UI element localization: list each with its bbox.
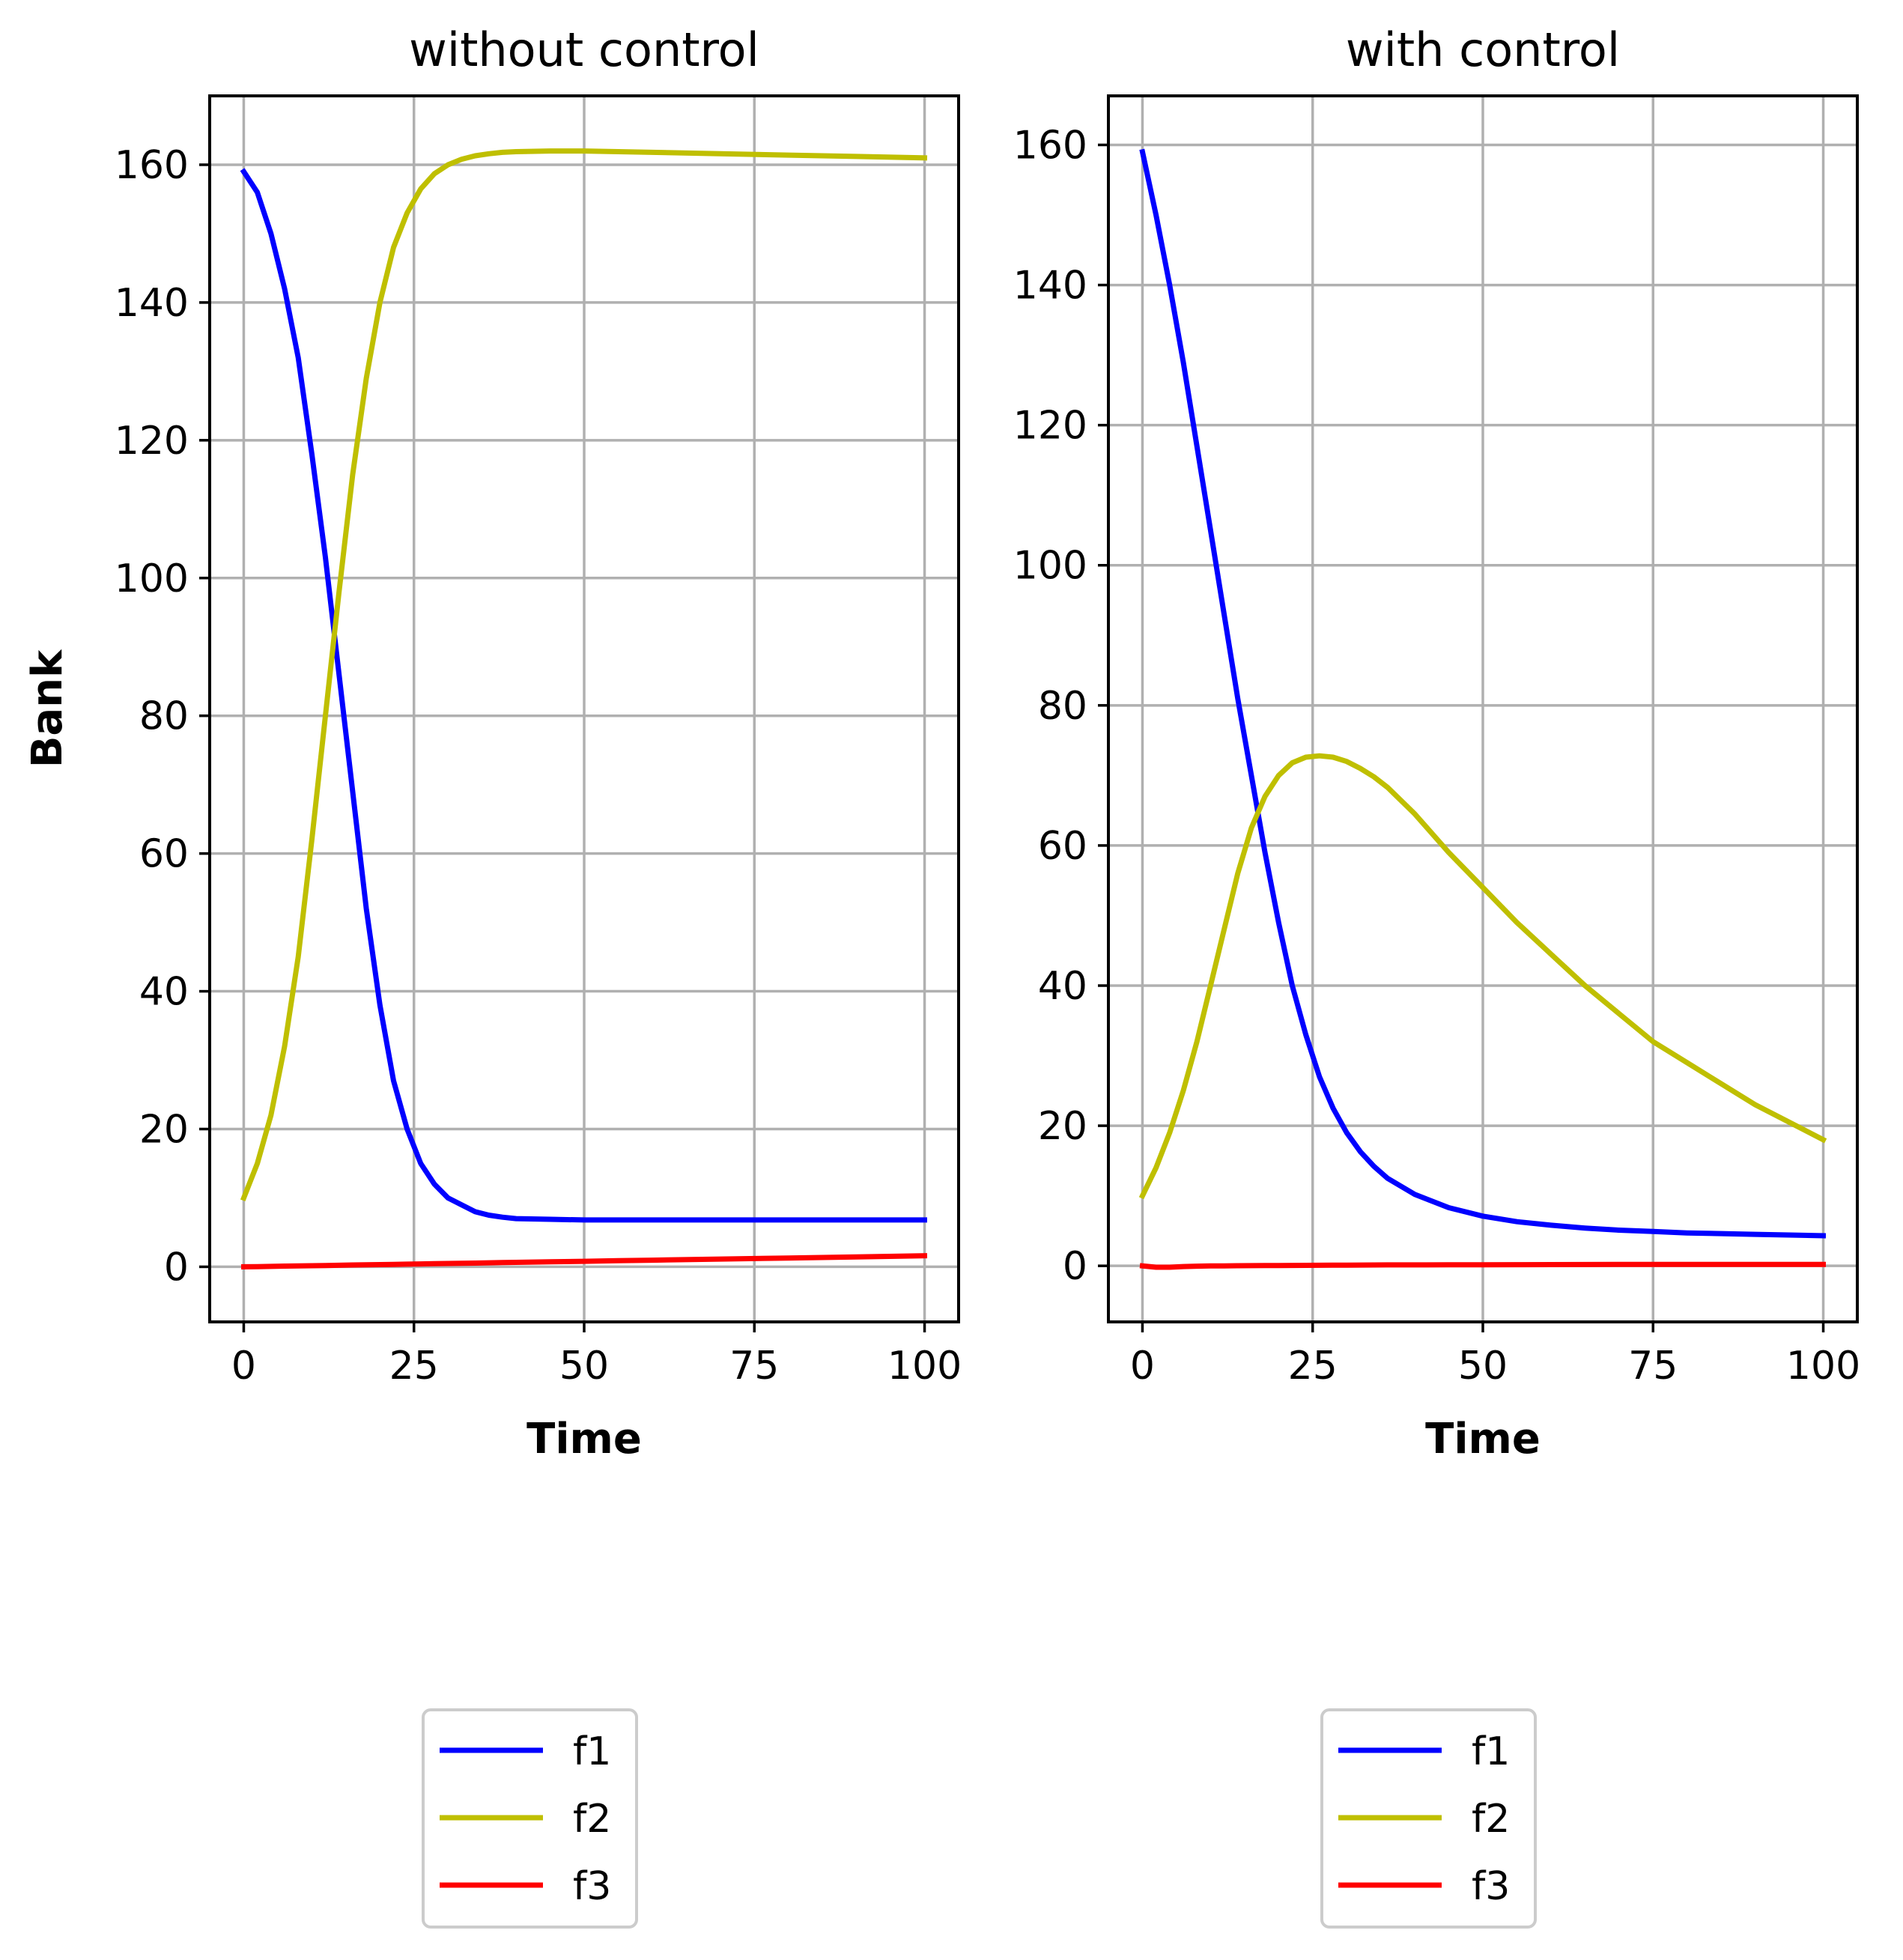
y-tick-label: 100	[115, 556, 189, 601]
series-line-f3	[240, 1253, 928, 1269]
y-tick-label: 160	[1013, 123, 1087, 168]
y-tick-label: 0	[1063, 1244, 1087, 1289]
legend-label-f3: f3	[1472, 1864, 1510, 1909]
series-line-f2	[1138, 753, 1827, 1200]
grid-lines	[1108, 96, 1857, 1322]
chart-panel-2: 0 25 50 75 100 0 20 40 60 80 100 120 140 160 with cont…	[1013, 22, 1860, 1929]
chart-panel-1: 0 25 50 75 100 0 20 40 60 80 100 120 140 160 without c…	[23, 22, 962, 1929]
legend-label-f1: f1	[573, 1729, 611, 1774]
x-tick-label: 0	[231, 1344, 256, 1389]
x-axis-label: Time	[526, 1415, 642, 1463]
x-axis-label: Time	[1425, 1415, 1541, 1463]
x-tick-label: 25	[1288, 1344, 1338, 1389]
x-tick-label: 75	[729, 1344, 779, 1389]
y-tick-label: 60	[1038, 824, 1087, 869]
legend: f1 f2 f3	[422, 1708, 638, 1929]
chart-title: without control	[409, 22, 759, 77]
y-tick-label: 40	[139, 970, 189, 1015]
legend: f1 f2 f3	[1320, 1708, 1537, 1929]
y-tick-label: 40	[1038, 964, 1087, 1009]
x-tick-label: 75	[1628, 1344, 1678, 1389]
x-tick-label: 50	[1458, 1344, 1508, 1389]
series-line-f1	[240, 168, 927, 1223]
y-tick-label: 60	[139, 832, 189, 877]
legend-label-f2: f2	[573, 1797, 611, 1842]
x-tick-label: 100	[1786, 1344, 1860, 1389]
y-tick-label: 80	[139, 694, 189, 739]
y-axis-label: Bank	[23, 649, 72, 768]
y-tick-label: 140	[1013, 264, 1087, 309]
series-line-f1	[1139, 148, 1827, 1239]
y-tick-label: 120	[1013, 404, 1087, 449]
y-tick-label: 0	[164, 1245, 189, 1290]
x-tick-label: 25	[389, 1344, 439, 1389]
x-tick-label: 50	[559, 1344, 609, 1389]
legend-label-f1: f1	[1472, 1729, 1510, 1774]
x-tick-label: 0	[1130, 1344, 1155, 1389]
series-lines	[1138, 148, 1827, 1270]
y-tick-label: 100	[1013, 544, 1087, 589]
legend-label-f3: f3	[573, 1864, 611, 1909]
y-tick-label: 20	[1038, 1104, 1087, 1149]
y-tick-label: 120	[115, 419, 189, 464]
y-tick-label: 80	[1038, 684, 1087, 729]
series-line-f3	[1139, 1261, 1826, 1270]
y-tick-label: 20	[139, 1107, 189, 1152]
y-tick-label: 160	[115, 143, 189, 188]
y-tick-label: 140	[115, 281, 189, 326]
series-line-f2	[240, 148, 928, 1202]
grid-lines	[210, 96, 959, 1322]
legend-label-f2: f2	[1472, 1797, 1510, 1842]
series-lines	[240, 148, 928, 1269]
x-tick-label: 100	[887, 1344, 962, 1389]
chart-title: with control	[1346, 22, 1620, 77]
